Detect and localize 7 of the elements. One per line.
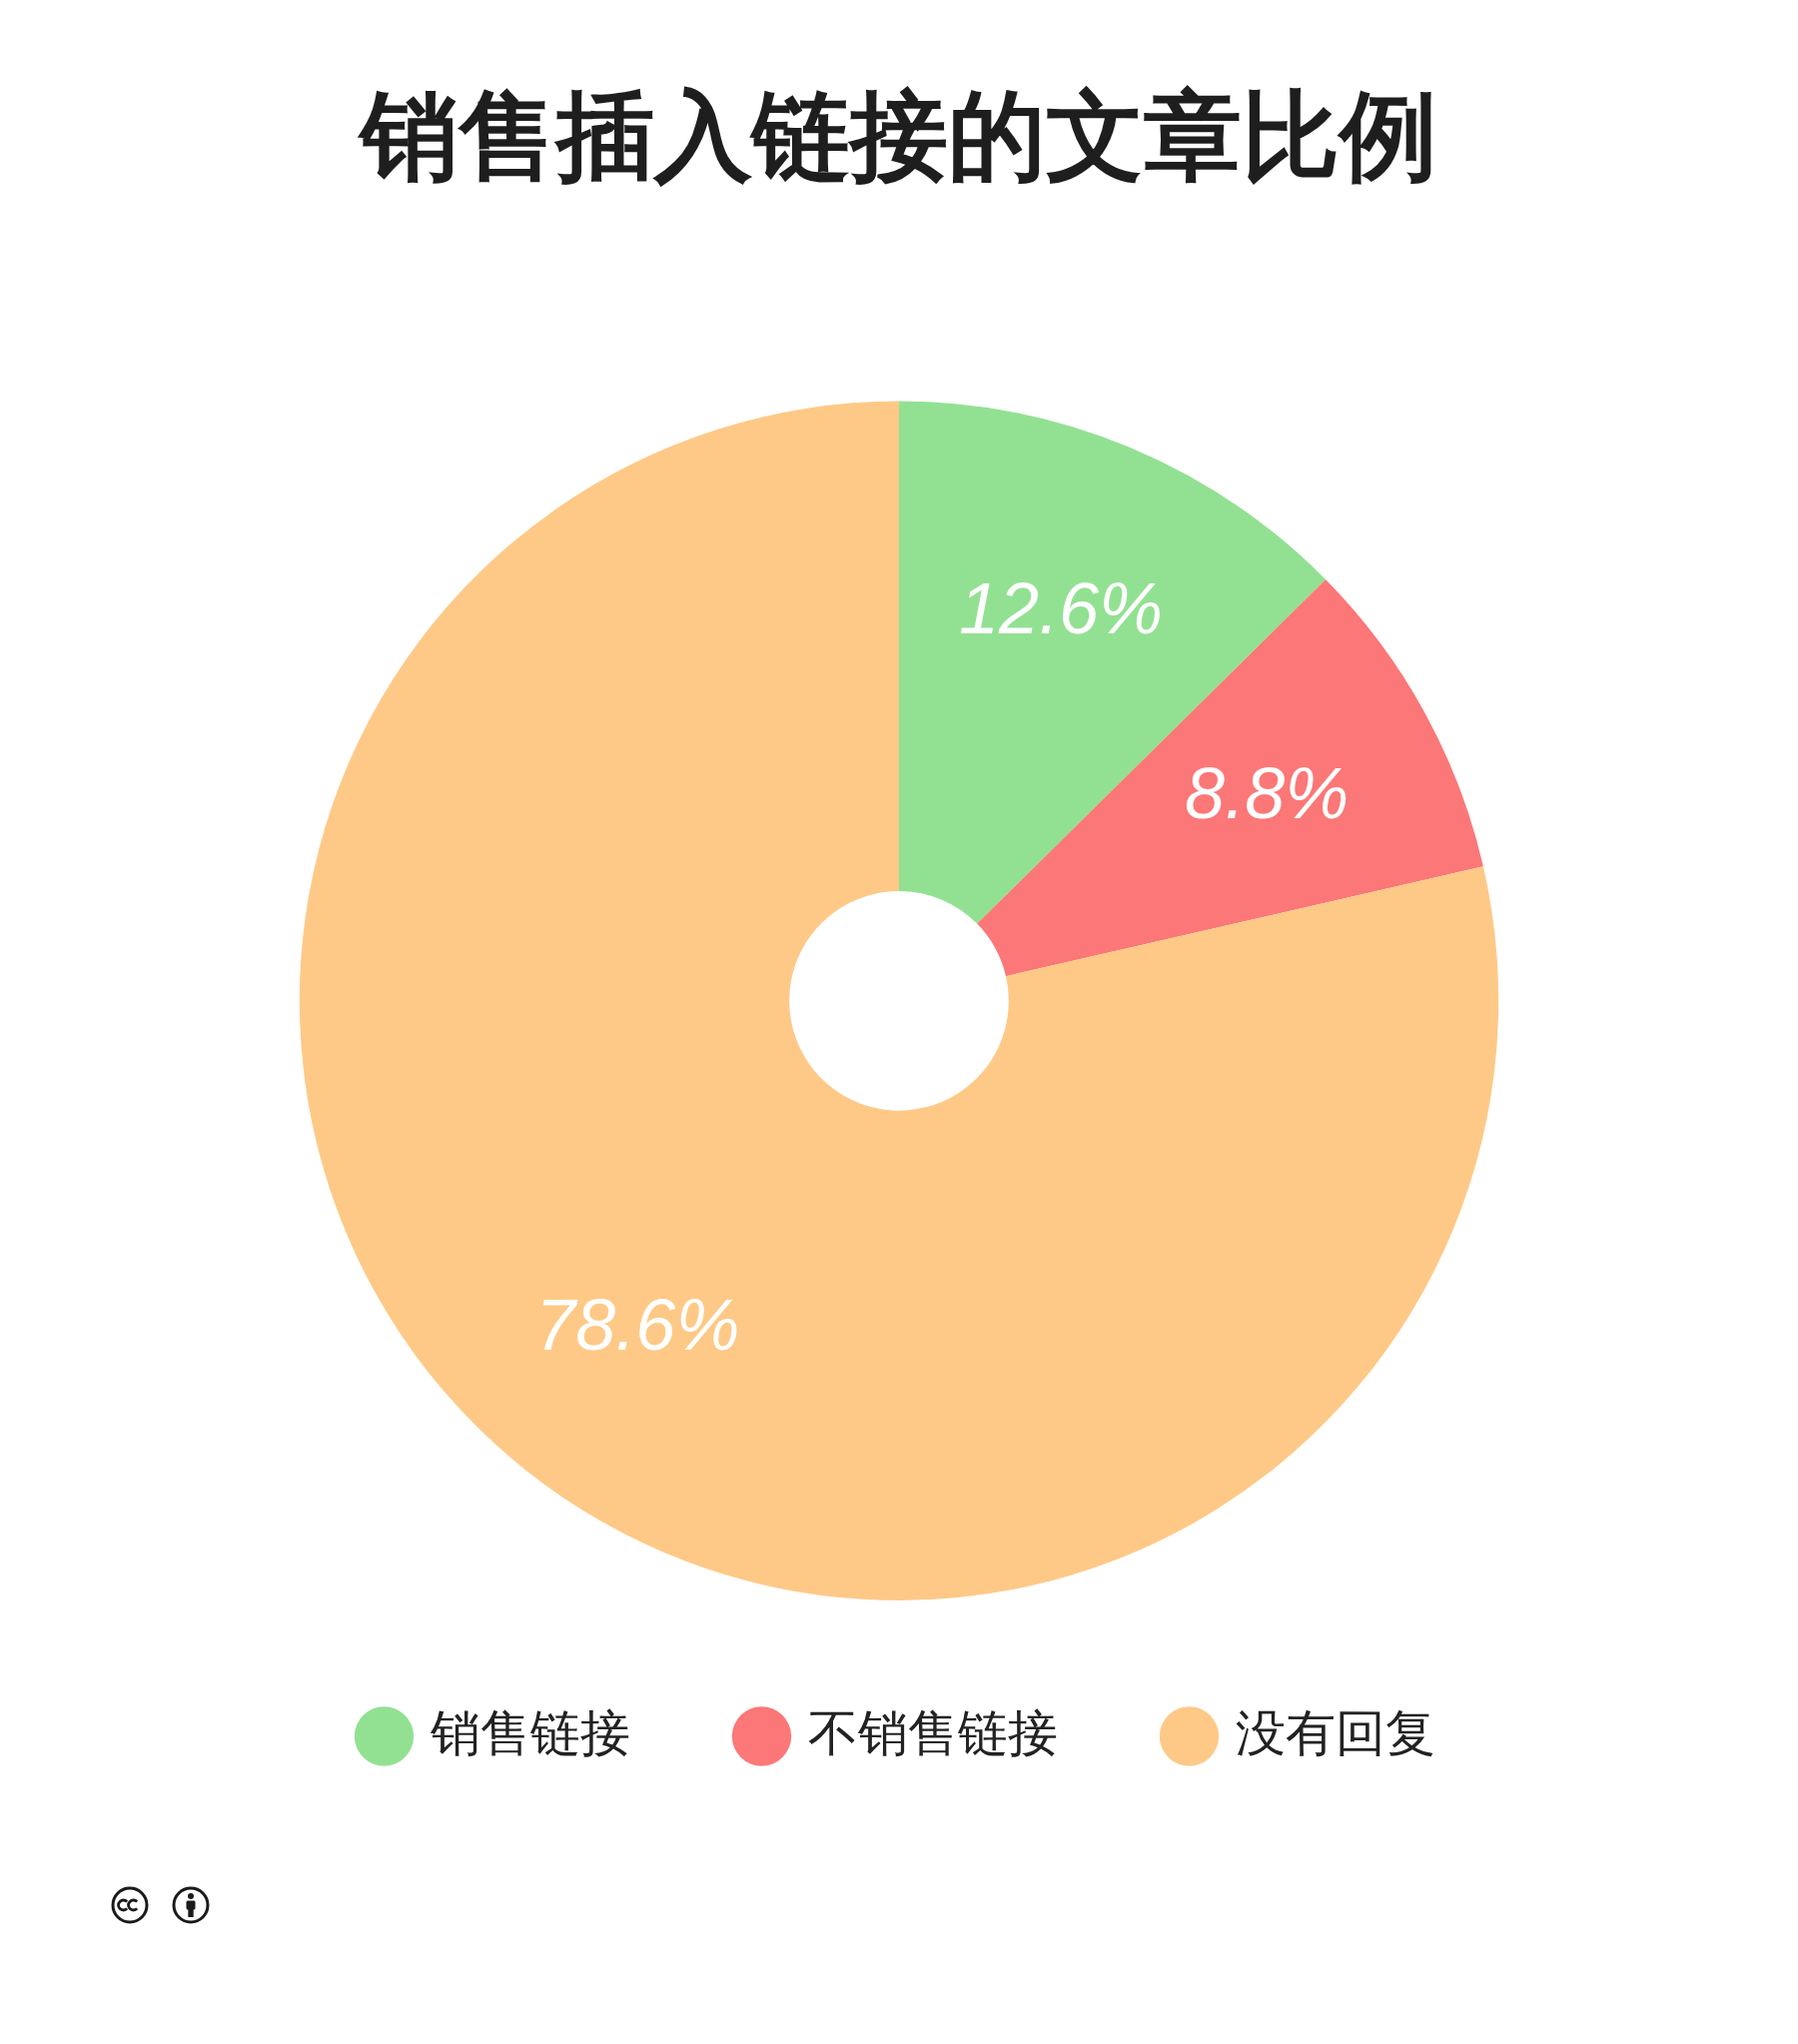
chart-title: 销售插入链接的文章比例 [357,80,1437,191]
legend-label: 销售链接 [429,1704,630,1761]
legend-label: 不销售链接 [807,1704,1058,1761]
data-label: 78.6% [535,1284,740,1365]
data-label: 8.8% [1185,753,1349,834]
legend-label: 没有回复 [1235,1704,1435,1761]
data-label: 12.6% [958,568,1164,649]
